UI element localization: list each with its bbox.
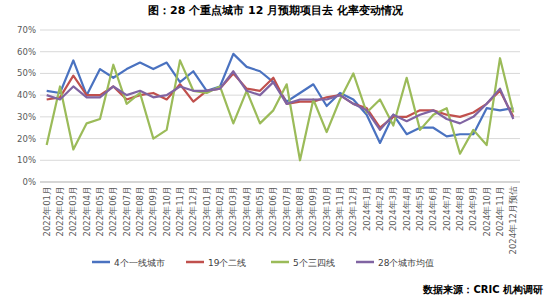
x-tick-label: 2023年07月 xyxy=(282,186,292,236)
legend-label: 19个二线 xyxy=(208,258,246,268)
grid-line xyxy=(40,160,520,161)
x-tick-label: 2024年10月 xyxy=(482,186,492,236)
legend-swatch xyxy=(92,261,110,264)
y-tick-label: 20% xyxy=(17,134,36,144)
x-tick-label: 2022年04月 xyxy=(82,186,92,236)
x-tick-label: 2023年12月 xyxy=(348,186,358,236)
x-tick-label: 2022年10月 xyxy=(162,186,172,236)
y-tick-label: 40% xyxy=(17,90,36,100)
x-tick-label: 2023年01月 xyxy=(202,186,212,236)
plot-area xyxy=(47,54,514,160)
x-tick-label: 2022年05月 xyxy=(95,186,105,236)
grid-line xyxy=(40,51,520,52)
series-line xyxy=(47,58,514,160)
grid-line xyxy=(40,30,520,31)
y-tick-label: 0% xyxy=(23,177,37,187)
x-tick-label: 2024年4月 xyxy=(402,186,412,231)
x-tick-label: 2024年1月 xyxy=(362,186,372,231)
x-axis xyxy=(40,182,520,183)
x-tick-label: 2022年12月 xyxy=(188,186,198,236)
x-tick-label: 2022年02月 xyxy=(55,186,65,236)
x-tick-label: 2024年5月 xyxy=(415,186,425,231)
chart-wrap: 图：28 个重点城市 12 月预期项目去 化率变动情况 0% 10% 20% 30% 40… xyxy=(0,0,551,301)
x-tick-label: 2023年08月 xyxy=(295,186,305,236)
x-tick-label: 2024年7月 xyxy=(442,186,452,231)
x-tick-label: 2024年6月 xyxy=(428,186,438,231)
x-tick-label: 2023年04月 xyxy=(242,186,252,236)
x-tick-label: 2023年06月 xyxy=(268,186,278,236)
legend-label: 4个一线城市 xyxy=(114,258,165,268)
x-tick-label: 2024年8月 xyxy=(455,186,465,231)
source: 数据来源：CRIC 机构调研 xyxy=(422,284,543,295)
x-tick-label: 2022年03月 xyxy=(68,186,78,236)
x-tick-label: 2023年10月 xyxy=(322,186,332,236)
x-tick-label: 2024年11月 xyxy=(495,186,505,236)
x-tick-label: 2022年06月 xyxy=(108,186,118,236)
series-line xyxy=(47,73,514,127)
y-tick-label: 60% xyxy=(17,47,36,57)
title: 图：28 个重点城市 12 月预期项目去 化率变动情况 xyxy=(148,4,404,17)
x-tick-label: 2024年9月 xyxy=(468,186,478,231)
legend-label: 5个三四线 xyxy=(293,258,335,268)
x-tick-label: 2023年09月 xyxy=(308,186,318,236)
x-tick-label: 2022年08月 xyxy=(135,186,145,236)
x-tick-label: 2024年12月预估 xyxy=(508,186,518,254)
x-tick-label: 2024年2月 xyxy=(375,186,385,231)
series-line xyxy=(47,71,514,130)
x-tick-label: 2023年02月 xyxy=(215,186,225,236)
x-tick-label: 2022年07月 xyxy=(122,186,132,236)
y-tick-label: 30% xyxy=(17,112,36,122)
x-tick-label: 2022年09月 xyxy=(148,186,158,236)
grid-line xyxy=(40,182,520,183)
legend-label: 28个城市均值 xyxy=(378,258,434,268)
y-tick-label: 50% xyxy=(17,68,36,78)
legend-swatch xyxy=(186,261,204,264)
x-tick-label: 2023年03月 xyxy=(228,186,238,236)
x-tick-label: 2024年3月 xyxy=(388,186,398,231)
x-tick-label: 2022年01月 xyxy=(42,186,52,236)
x-tick-label: 2022年11月 xyxy=(175,186,185,236)
x-tick-label: 2023年11月 xyxy=(335,186,345,236)
y-tick-label: 70% xyxy=(17,25,36,35)
grid-line xyxy=(40,138,520,139)
x-tick-label: 2023年05月 xyxy=(255,186,265,236)
y-tick-label: 10% xyxy=(17,155,36,165)
legend-swatch xyxy=(271,261,289,264)
chart: 图：28 个重点城市 12 月预期项目去 化率变动情况 0% 10% 20% 30% 40… xyxy=(0,0,551,301)
legend-swatch xyxy=(356,261,374,264)
